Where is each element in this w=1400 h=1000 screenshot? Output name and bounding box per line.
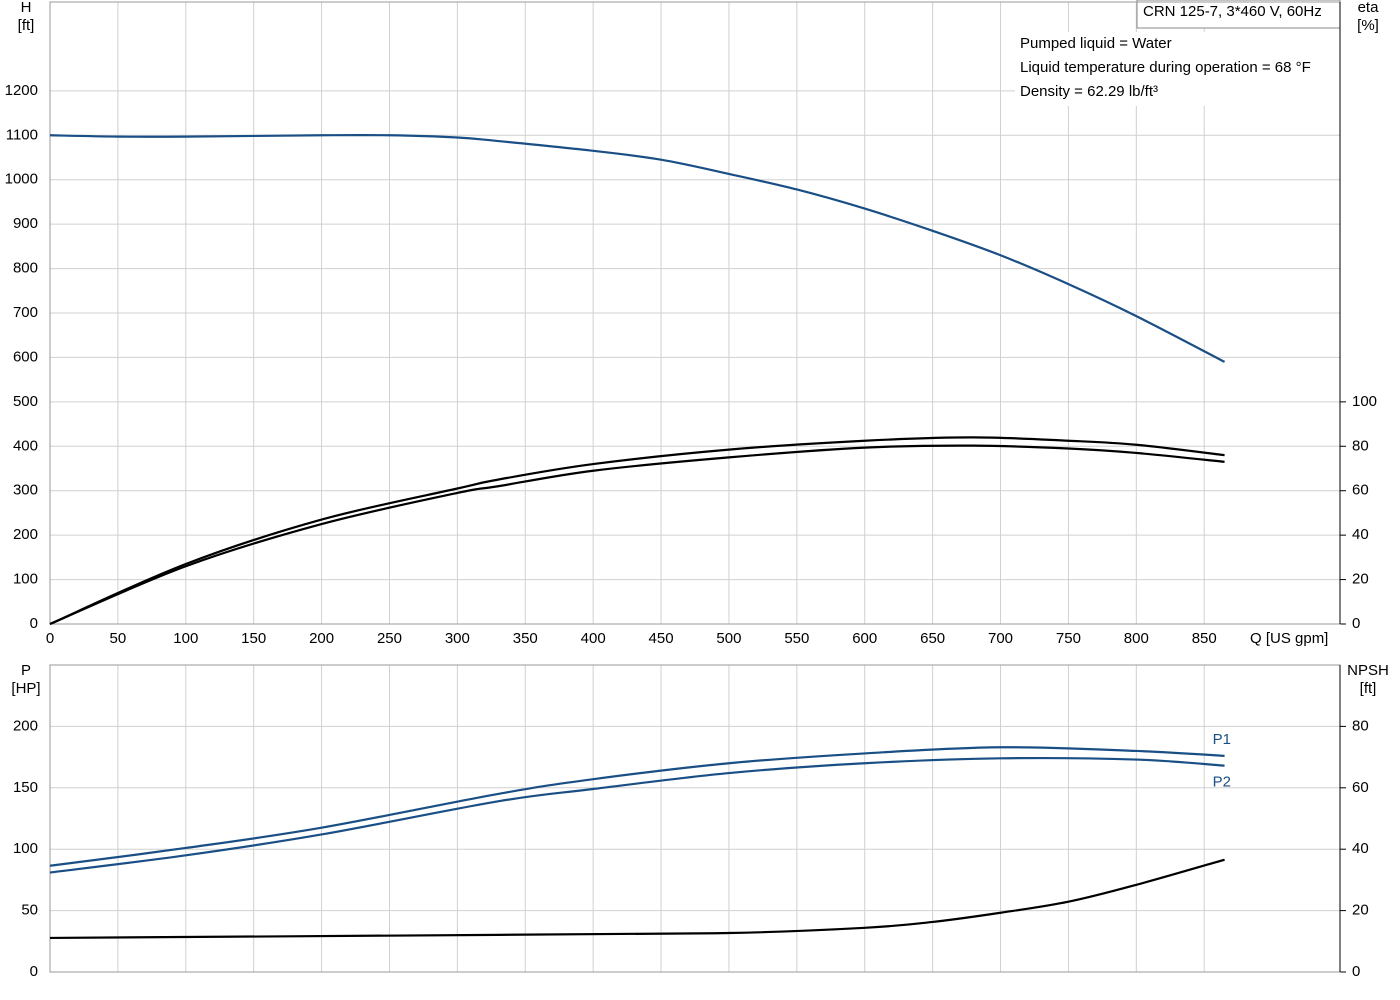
y-tick-label: 150	[13, 779, 38, 796]
x-axis-label: Q [US gpm]	[1250, 630, 1328, 647]
y-tick-label: 200	[13, 526, 38, 543]
y2-axis-label: eta	[1358, 0, 1380, 16]
x-tick-label: 100	[173, 630, 198, 647]
curve	[49, 746, 1225, 867]
y-tick-label: 1200	[5, 82, 38, 99]
y-tick-label: 1000	[5, 171, 38, 188]
x-tick-label: 300	[445, 630, 470, 647]
curve	[49, 444, 1225, 626]
x-tick-label: 700	[988, 630, 1013, 647]
x-tick-label: 200	[309, 630, 334, 647]
y-axis-label: H	[21, 0, 32, 16]
y-tick-label: 800	[13, 260, 38, 277]
y-tick-label: 700	[13, 304, 38, 321]
x-tick-label: 500	[716, 630, 741, 647]
y-axis-label: P	[21, 662, 31, 679]
x-tick-label: 150	[241, 630, 266, 647]
curve	[49, 756, 1225, 874]
x-tick-label: 50	[110, 630, 127, 647]
curve	[49, 133, 1226, 363]
info-line: Pumped liquid = Water	[1020, 35, 1172, 52]
y2-tick-label: 40	[1352, 840, 1369, 857]
y2-tick-label: 60	[1352, 482, 1369, 499]
y2-tick-label: 20	[1352, 571, 1369, 588]
y2-axis-label: NPSH	[1347, 662, 1389, 679]
y2-axis-label: [ft]	[1360, 680, 1377, 697]
x-tick-label: 0	[46, 630, 54, 647]
y-axis-label: [HP]	[11, 680, 40, 697]
x-tick-label: 450	[649, 630, 674, 647]
pump-title: CRN 125-7, 3*460 V, 60Hz	[1143, 3, 1322, 20]
curve	[49, 436, 1225, 626]
y-tick-label: 0	[30, 615, 38, 632]
y-tick-label: 100	[13, 571, 38, 588]
y-tick-label: 900	[13, 215, 38, 232]
y2-tick-label: 40	[1352, 526, 1369, 543]
y-tick-label: 500	[13, 393, 38, 410]
info-bg	[1015, 32, 1340, 106]
y-tick-label: 0	[30, 963, 38, 980]
curve	[49, 858, 1225, 940]
x-tick-label: 750	[1056, 630, 1081, 647]
y-tick-label: 50	[21, 902, 38, 919]
y-tick-label: 600	[13, 348, 38, 365]
y-tick-label: 200	[13, 717, 38, 734]
y2-tick-label: 0	[1352, 615, 1360, 632]
plot-frame	[49, 664, 1341, 973]
y2-tick-label: 0	[1352, 963, 1360, 980]
y2-axis-label: [%]	[1357, 17, 1379, 34]
y-tick-label: 300	[13, 482, 38, 499]
y-tick-label: 400	[13, 437, 38, 454]
y2-tick-label: 80	[1352, 717, 1369, 734]
y2-tick-label: 20	[1352, 902, 1369, 919]
y2-tick-label: 80	[1352, 437, 1369, 454]
x-tick-label: 650	[920, 630, 945, 647]
y-tick-label: 100	[13, 840, 38, 857]
x-tick-label: 600	[852, 630, 877, 647]
x-tick-label: 850	[1192, 630, 1217, 647]
y2-tick-label: 100	[1352, 393, 1377, 410]
x-tick-label: 800	[1124, 630, 1149, 647]
y-axis-label: [ft]	[18, 17, 35, 34]
x-tick-label: 250	[377, 630, 402, 647]
series-label: P2	[1213, 774, 1231, 791]
x-tick-label: 400	[581, 630, 606, 647]
y-tick-label: 1100	[6, 126, 38, 143]
x-tick-label: 350	[513, 630, 538, 647]
info-line: Density = 62.29 lb/ft³	[1020, 83, 1158, 100]
series-label: P1	[1213, 731, 1231, 748]
y2-tick-label: 60	[1352, 779, 1369, 796]
title-box	[1136, 0, 1341, 29]
info-line: Liquid temperature during operation = 68…	[1020, 59, 1311, 76]
x-tick-label: 550	[784, 630, 809, 647]
